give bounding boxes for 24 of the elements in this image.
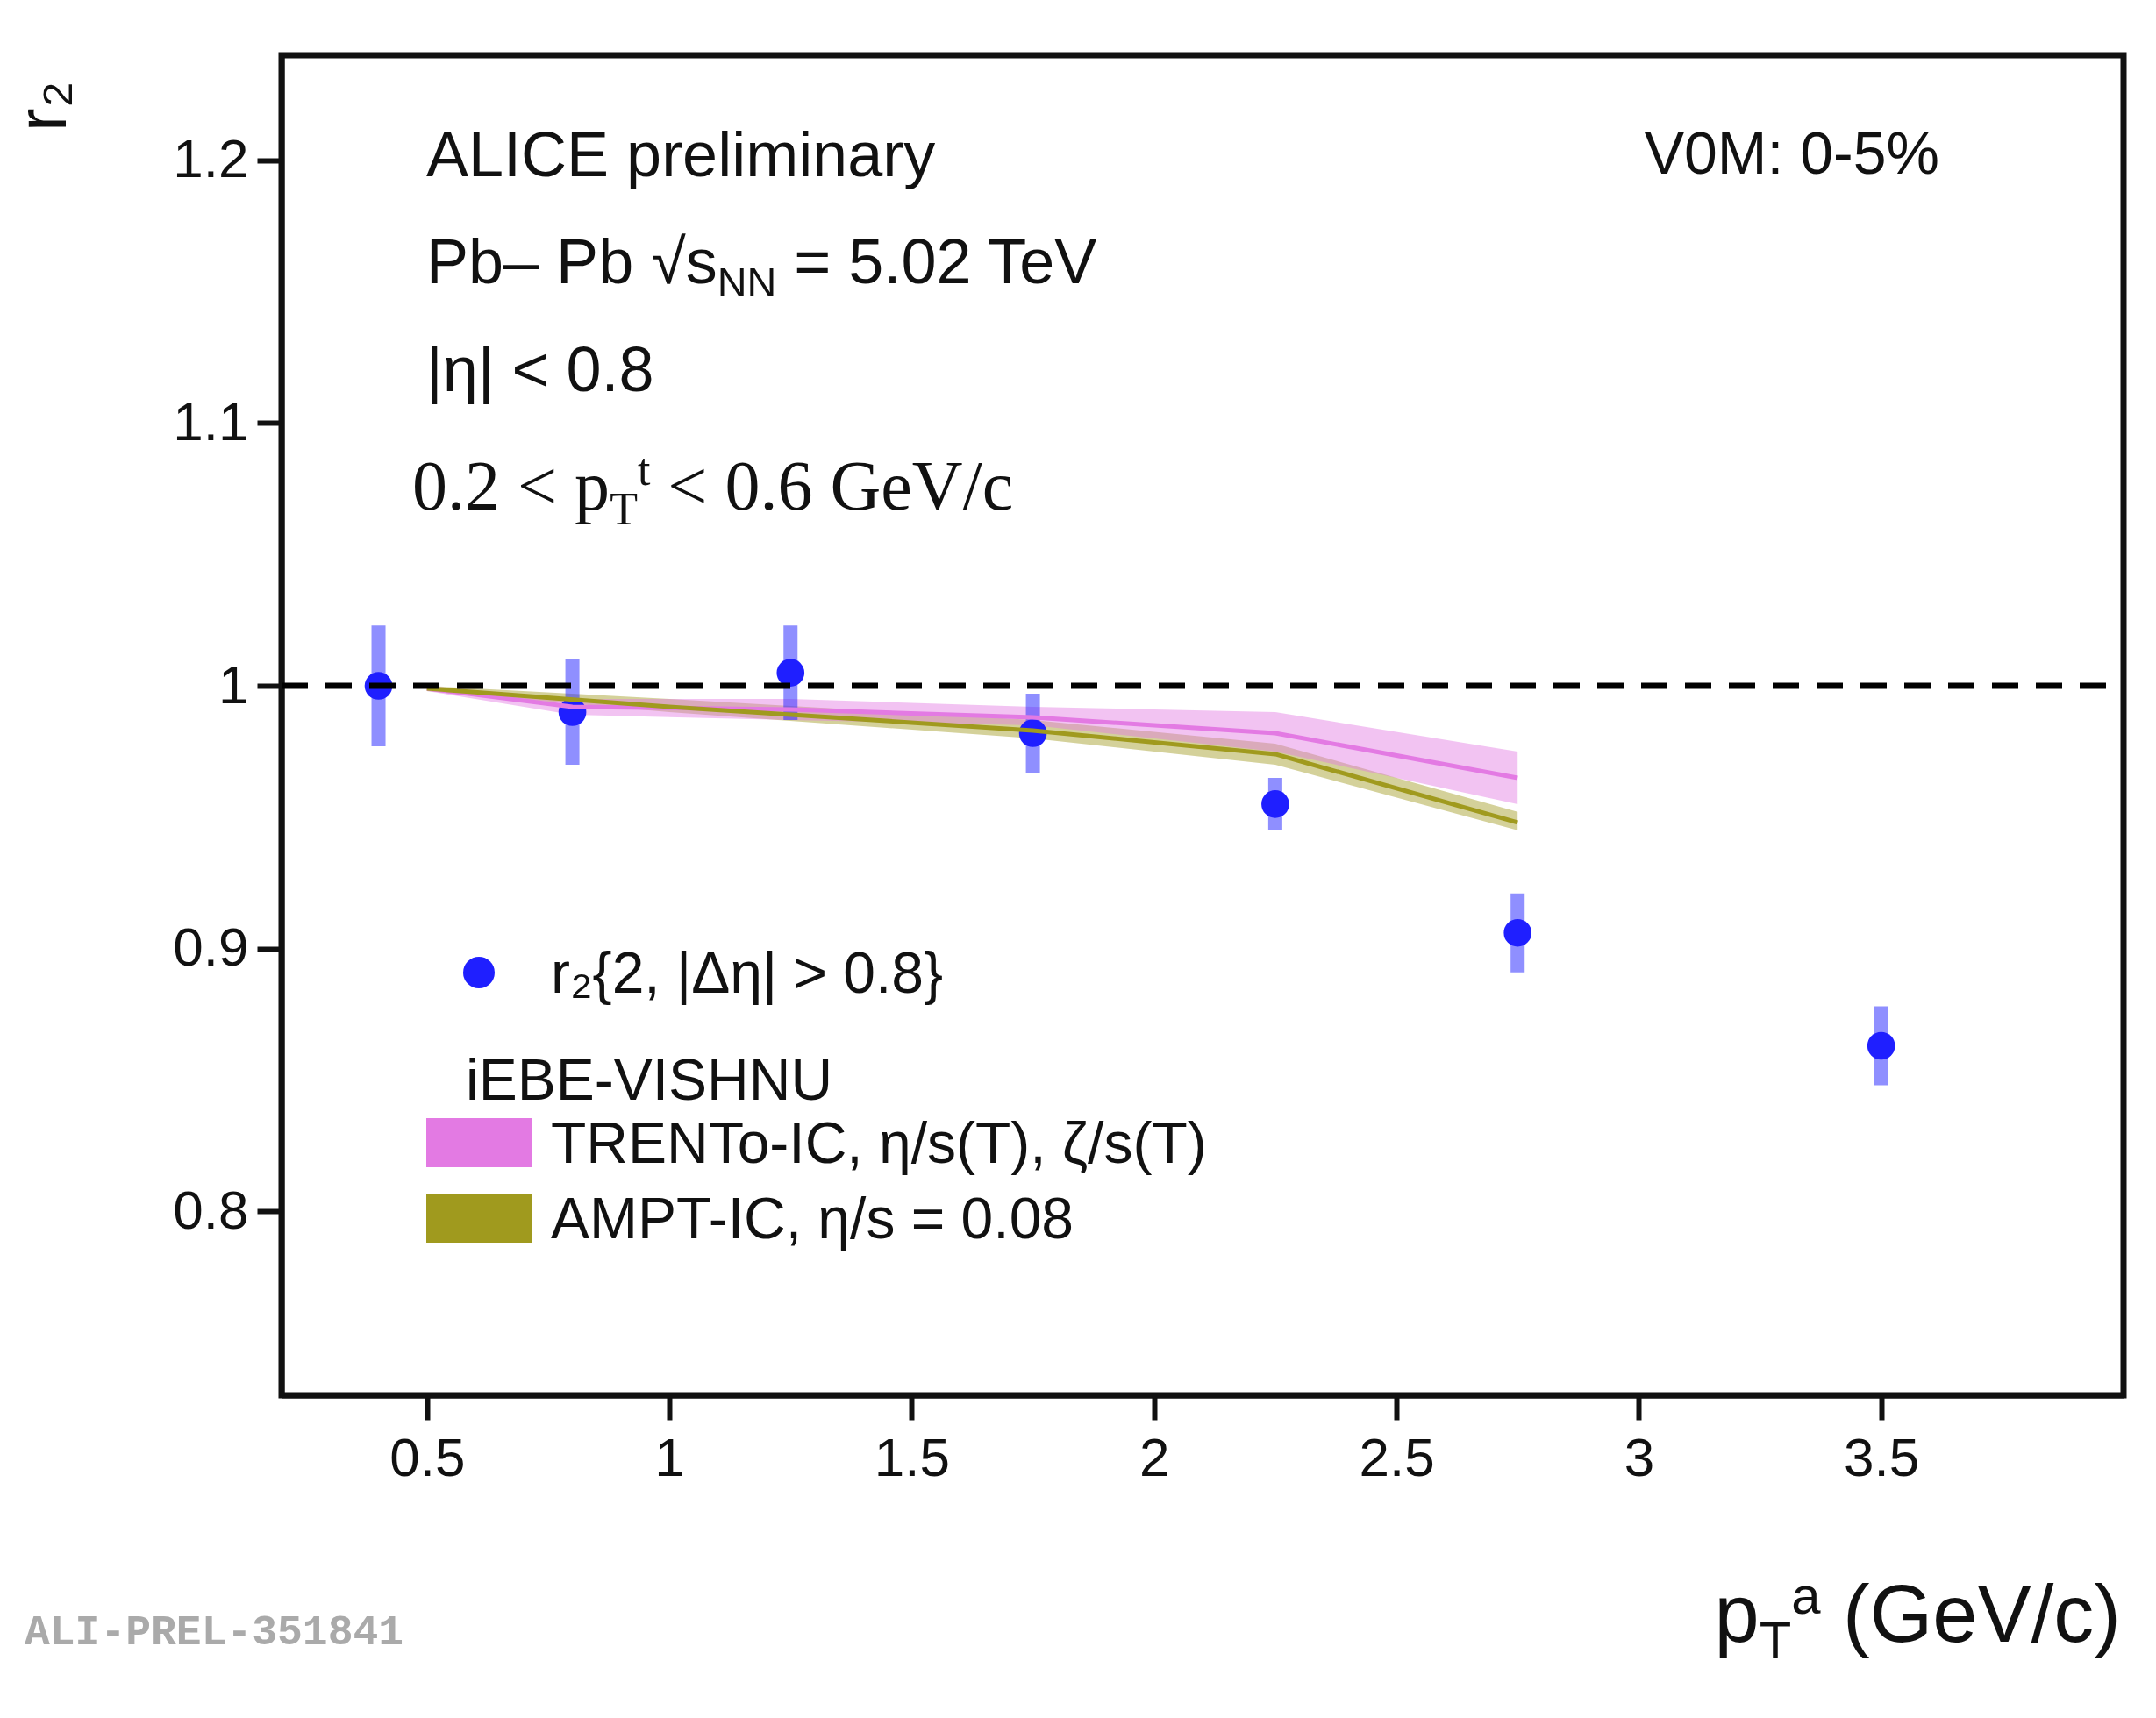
x-tick-label: 2.5 xyxy=(1359,1426,1435,1487)
x-tick-label: 1.5 xyxy=(874,1426,951,1487)
annotation: 0.2 < p$_{T}$$^{t}$ < 0.6 GeV/c xyxy=(412,445,1014,534)
annotation: V0M: 0-5% xyxy=(1644,119,1939,186)
x-axis-title: p$_{T}$$^{a}$ (GeV/c) xyxy=(1714,1566,2121,1671)
legend-label: r₂{2, |Δη| > 0.8} xyxy=(551,940,944,1005)
y-tick-label: 0.9 xyxy=(173,916,249,978)
y-tick-label: 1.2 xyxy=(173,128,249,189)
legend-label: TRENTo-IC, η/s(T), ζ/s(T) xyxy=(551,1109,1207,1175)
legend-title: iEBE-VISHNU xyxy=(466,1047,834,1112)
x-tick-label: 3 xyxy=(1624,1426,1655,1487)
x-tick-label: 3.5 xyxy=(1844,1426,1920,1487)
annotation: |η| < 0.8 xyxy=(426,334,654,404)
annotation: ALICE preliminary xyxy=(426,119,936,189)
text: ALI-PREL-351841 xyxy=(25,1609,404,1657)
y-tick-label: 1 xyxy=(218,653,249,715)
y-tick-label: 1.1 xyxy=(173,390,249,452)
legend-label: AMPT-IC, η/s = 0.08 xyxy=(551,1185,1074,1251)
x-tick-label: 2 xyxy=(1139,1426,1170,1487)
y-tick-label: 0.8 xyxy=(173,1179,249,1240)
x-tick-label: 1 xyxy=(654,1426,685,1487)
y-axis-title: r₂ xyxy=(3,81,81,132)
annotation: Pb– Pb √s$_{NN}$ = 5.02 TeV xyxy=(426,226,1097,306)
x-tick-label: 0.5 xyxy=(389,1426,466,1487)
